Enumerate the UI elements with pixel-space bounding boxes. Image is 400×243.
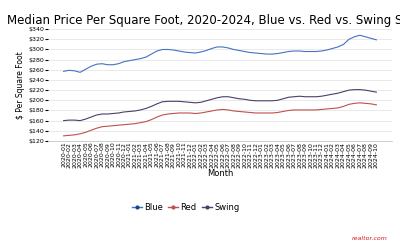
X-axis label: Month: Month [207, 169, 233, 178]
Y-axis label: $ Per Square Foot: $ Per Square Foot [16, 51, 25, 119]
Text: realtor.com: realtor.com [352, 235, 388, 241]
Legend: Blue, Red, Swing: Blue, Red, Swing [128, 199, 243, 215]
Title: Median Price Per Square Foot, 2020-2024, Blue vs. Red vs. Swing States: Median Price Per Square Foot, 2020-2024,… [7, 14, 400, 26]
